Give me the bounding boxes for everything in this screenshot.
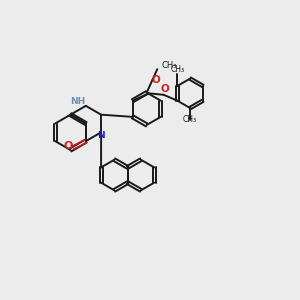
Text: CH₃: CH₃ [162,61,178,70]
Text: CH₃: CH₃ [183,115,197,124]
Text: O: O [64,141,73,151]
Text: O: O [160,84,169,94]
Text: N: N [97,131,105,140]
Text: CH₃: CH₃ [170,65,184,74]
Text: O: O [151,75,160,85]
Text: NH: NH [70,97,85,106]
